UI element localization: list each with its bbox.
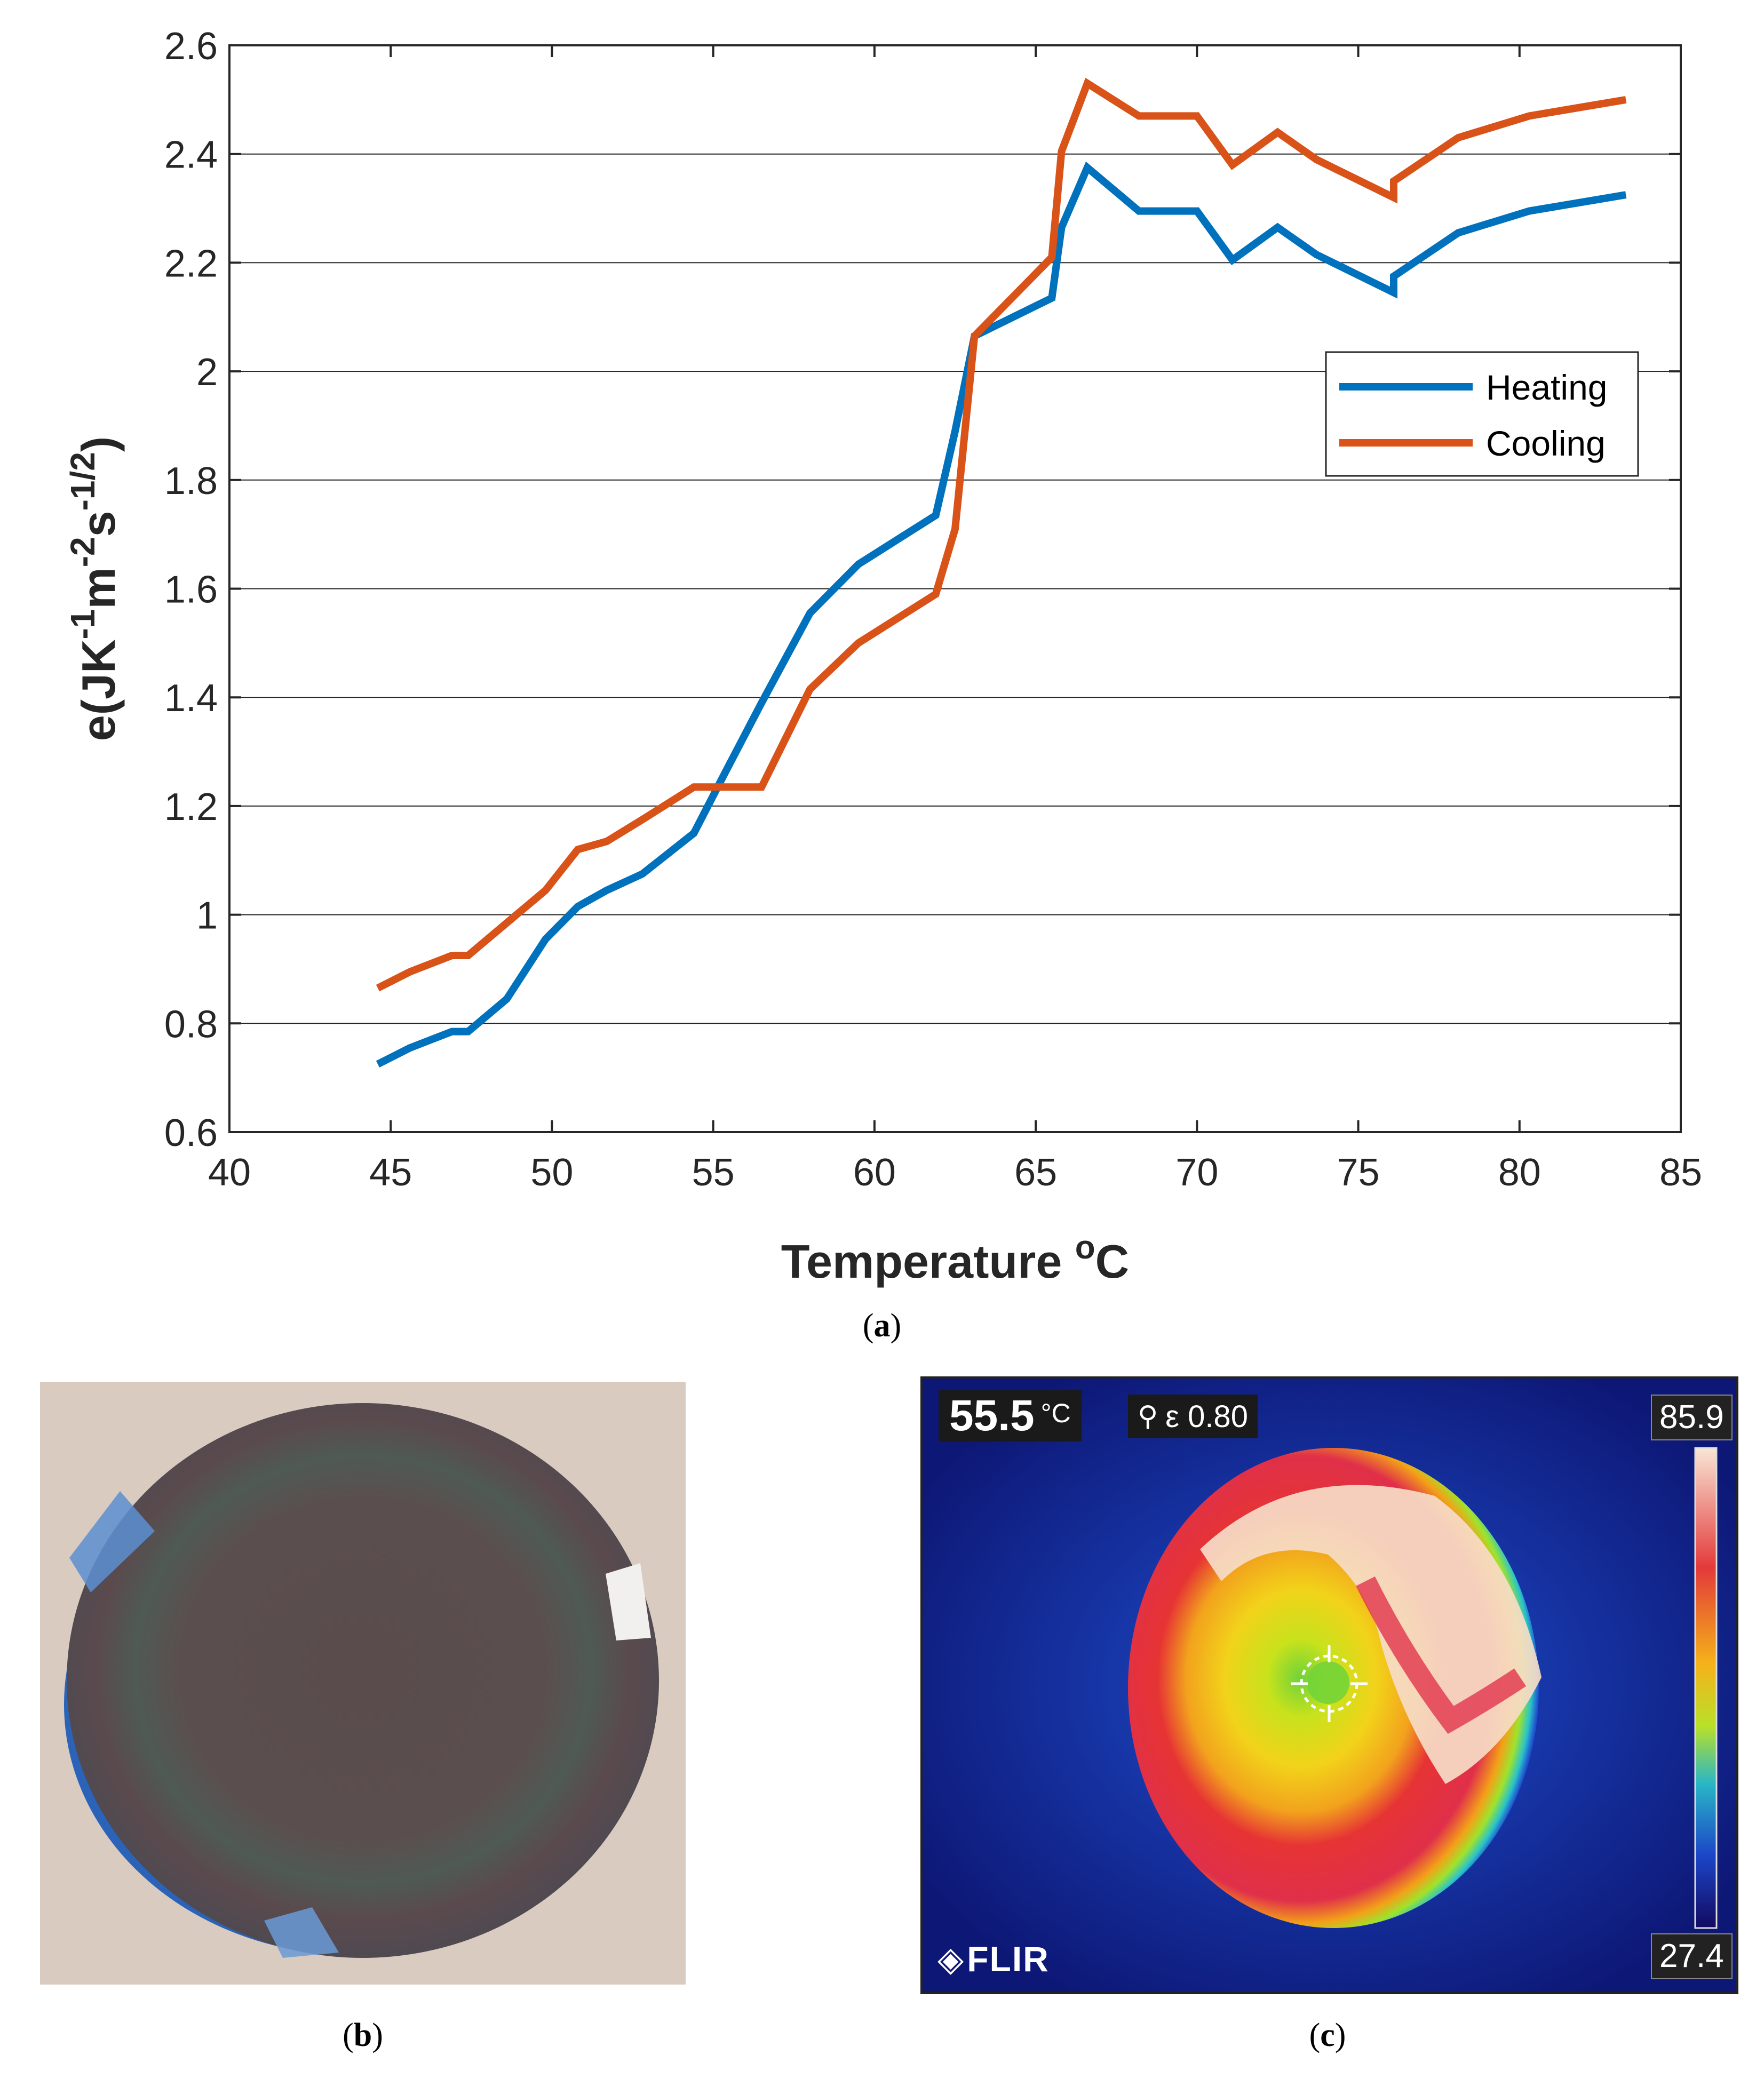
spot-temperature-readout: 55.5 °C — [939, 1390, 1082, 1441]
caption-b: (b) — [343, 2017, 383, 2053]
axis-ticks: 0.6 0.8 1 1.2 1.4 1.6 1.8 2 2.2 2.4 2.6 40 45 50 55 60 6… — [164, 25, 1702, 1194]
series-line-cooling — [376, 77, 1627, 992]
caption-c: (c) — [1309, 2017, 1346, 2053]
y-tick-label: 1.4 — [164, 677, 218, 720]
x-tick-label: 60 — [853, 1151, 896, 1194]
emissivity-readout: ⚲ ε 0.80 — [1128, 1395, 1258, 1438]
brand-logo: ◈ FLIR — [937, 1939, 1050, 1979]
brand-name: FLIR — [967, 1939, 1050, 1979]
x-tick-label: 85 — [1659, 1151, 1702, 1194]
crosshair-icon — [1291, 1645, 1368, 1722]
legend-label-cooling: Cooling — [1486, 424, 1606, 463]
emissivity-label: ε 0.80 — [1165, 1399, 1248, 1434]
color-scale-bar — [1694, 1447, 1718, 1929]
y-axis-title: e(JK-1m-2s-1/2) — [63, 436, 125, 741]
y-tick-label: 1.6 — [164, 569, 218, 611]
x-tick-label: 65 — [1014, 1151, 1057, 1194]
legend-label-heating: Heating — [1486, 368, 1608, 407]
x-tick-label: 45 — [369, 1151, 412, 1194]
x-tick-label: 70 — [1175, 1151, 1218, 1194]
line-chart: 0.6 0.8 1 1.2 1.4 1.6 1.8 2 2.2 2.4 2.6 40 45 50 55 60 6… — [63, 25, 1702, 1288]
x-tick-label: 50 — [530, 1151, 573, 1194]
emissivity-icon: ⚲ — [1138, 1401, 1158, 1432]
legend-box — [1325, 351, 1639, 477]
y-tick-label: 2 — [196, 351, 218, 394]
x-tick-label: 80 — [1498, 1151, 1541, 1194]
spot-temp-value: 55.5 — [949, 1391, 1035, 1440]
y-tick-label: 2.2 — [164, 242, 218, 285]
y-tick-label: 2.4 — [164, 134, 218, 177]
series-lines — [376, 77, 1627, 1068]
flir-logo-icon: ◈ — [937, 1939, 964, 1978]
scale-min-label: 27.4 — [1651, 1933, 1733, 1979]
x-tick-label: 40 — [208, 1151, 251, 1194]
x-tick-label: 75 — [1337, 1151, 1380, 1194]
legend: Heating Cooling — [1325, 351, 1639, 477]
series-line-heating — [376, 161, 1627, 1068]
x-tick-label: 55 — [692, 1151, 735, 1194]
y-tick-label: 1.8 — [164, 460, 218, 503]
grid-lines — [229, 153, 1681, 1024]
scale-max-label: 85.9 — [1651, 1395, 1733, 1440]
y-tick-label: 1 — [196, 895, 218, 937]
spot-temp-unit: °C — [1040, 1398, 1071, 1428]
y-tick-label: 0.8 — [164, 1003, 218, 1046]
y-tick-label: 1.2 — [164, 786, 218, 829]
thermal-heatmap — [923, 1379, 1736, 1992]
sample-photo — [40, 1382, 686, 1985]
thermal-image: 55.5 °C ⚲ ε 0.80 85.9 27.4 ◈ FLIR — [920, 1376, 1738, 1994]
x-axis-title: Temperature oC — [781, 1229, 1129, 1288]
caption-a: (a) — [862, 1308, 902, 1344]
y-tick-label: 2.6 — [164, 25, 218, 68]
y-tick-label: 0.6 — [164, 1112, 218, 1154]
